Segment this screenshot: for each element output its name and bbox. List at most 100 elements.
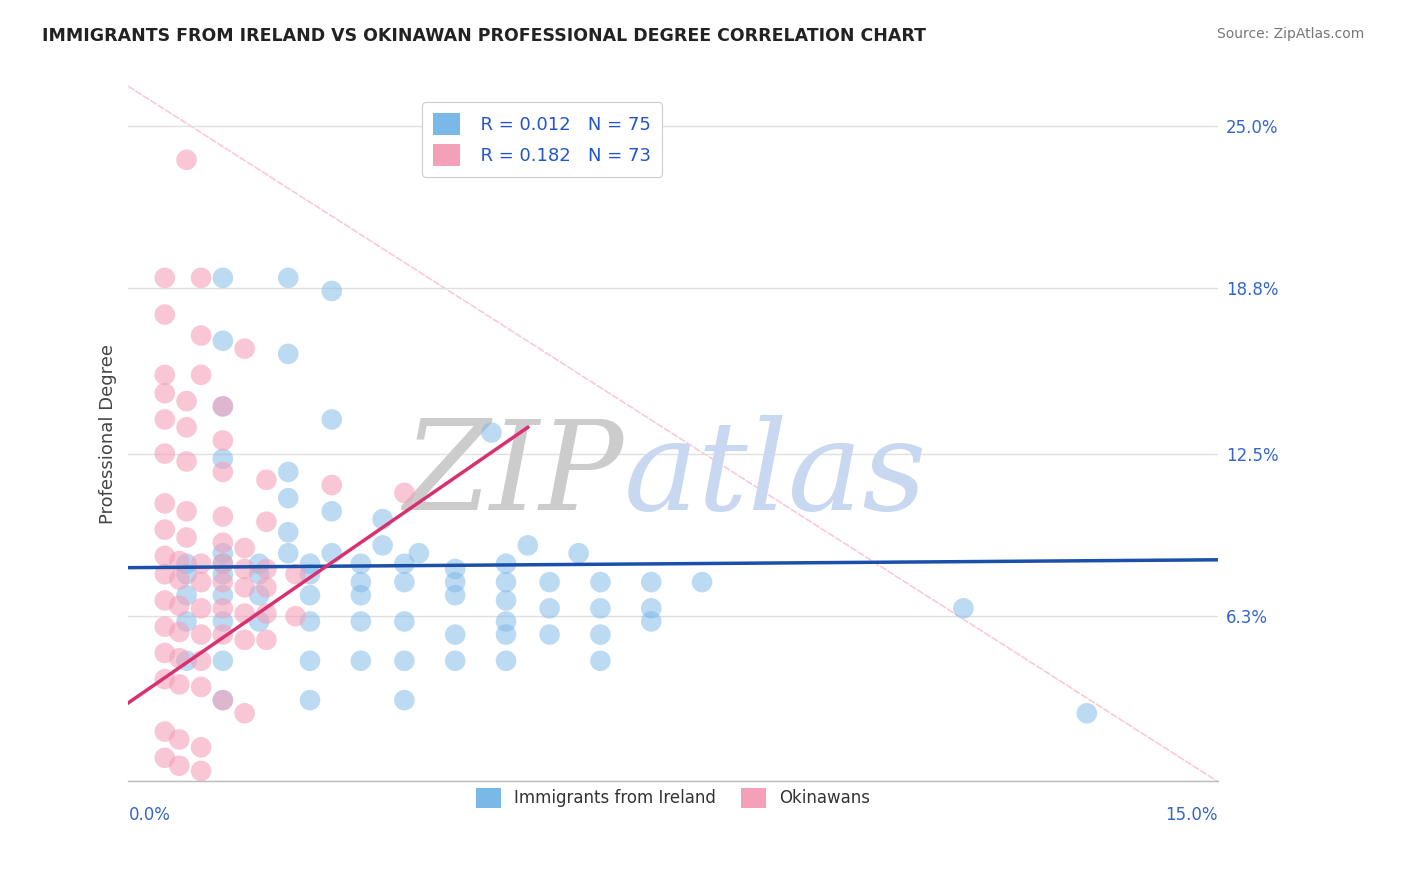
Text: 0.0%: 0.0% (128, 805, 170, 824)
Point (212, 693, 235, 707)
Point (212, 588, 235, 602)
Point (153, 446, 176, 460)
Point (277, 525, 299, 540)
Point (247, 615, 270, 629)
Point (212, 334, 235, 348)
Point (444, 575, 467, 590)
Point (371, 538, 394, 552)
Point (190, 368, 212, 382)
Point (394, 557, 416, 571)
Text: 15.0%: 15.0% (1166, 805, 1218, 824)
Point (153, 672, 176, 686)
Point (284, 567, 307, 582)
Point (212, 615, 235, 629)
Point (153, 620, 176, 634)
Point (538, 601, 561, 615)
Point (212, 270, 235, 285)
Point (169, 651, 191, 665)
Point (298, 557, 321, 571)
Point (495, 654, 517, 668)
Point (350, 615, 373, 629)
Point (495, 575, 517, 590)
Point (495, 593, 517, 607)
Point (350, 575, 373, 590)
Point (190, 575, 212, 590)
Point (394, 575, 416, 590)
Point (247, 588, 270, 602)
Point (568, 546, 591, 560)
Point (538, 575, 561, 590)
Point (233, 541, 256, 555)
Point (321, 412, 343, 426)
Point (394, 693, 416, 707)
Point (153, 523, 176, 537)
Point (212, 567, 235, 582)
Point (952, 601, 974, 615)
Point (212, 557, 235, 571)
Point (153, 751, 176, 765)
Point (176, 394, 198, 409)
Point (212, 575, 235, 590)
Point (371, 512, 394, 526)
Point (495, 627, 517, 641)
Point (254, 562, 277, 576)
Point (190, 680, 212, 694)
Point (212, 509, 235, 524)
Point (190, 627, 212, 641)
Point (212, 535, 235, 549)
Point (254, 515, 277, 529)
Point (690, 575, 713, 590)
Point (321, 546, 343, 560)
Text: IMMIGRANTS FROM IRELAND VS OKINAWAN PROFESSIONAL DEGREE CORRELATION CHART: IMMIGRANTS FROM IRELAND VS OKINAWAN PROF… (42, 27, 927, 45)
Text: atlas: atlas (624, 415, 928, 536)
Legend: Immigrants from Ireland, Okinawans: Immigrants from Ireland, Okinawans (470, 781, 877, 814)
Point (153, 593, 176, 607)
Point (212, 400, 235, 414)
Point (277, 465, 299, 479)
Point (212, 465, 235, 479)
Point (176, 153, 198, 167)
Point (153, 386, 176, 401)
Point (212, 557, 235, 571)
Point (350, 588, 373, 602)
Point (169, 554, 191, 568)
Point (190, 601, 212, 615)
Point (153, 270, 176, 285)
Point (298, 693, 321, 707)
Point (153, 308, 176, 322)
Point (495, 557, 517, 571)
Point (212, 693, 235, 707)
Point (444, 588, 467, 602)
Point (538, 627, 561, 641)
Point (481, 425, 503, 440)
Point (284, 609, 307, 624)
Point (190, 557, 212, 571)
Point (212, 627, 235, 641)
Point (153, 549, 176, 563)
Point (212, 601, 235, 615)
Point (176, 567, 198, 582)
Point (233, 342, 256, 356)
Y-axis label: Professional Degree: Professional Degree (100, 344, 117, 524)
Point (254, 607, 277, 621)
Point (176, 654, 198, 668)
Point (190, 764, 212, 778)
Point (394, 615, 416, 629)
Point (640, 575, 662, 590)
Point (444, 654, 467, 668)
Point (298, 588, 321, 602)
Point (444, 627, 467, 641)
Point (247, 567, 270, 582)
Point (233, 580, 256, 594)
Point (394, 486, 416, 500)
Point (233, 706, 256, 721)
Point (350, 654, 373, 668)
Point (589, 627, 612, 641)
Point (212, 400, 235, 414)
Point (254, 473, 277, 487)
Point (153, 724, 176, 739)
Point (176, 615, 198, 629)
Point (212, 434, 235, 448)
Point (589, 601, 612, 615)
Point (640, 615, 662, 629)
